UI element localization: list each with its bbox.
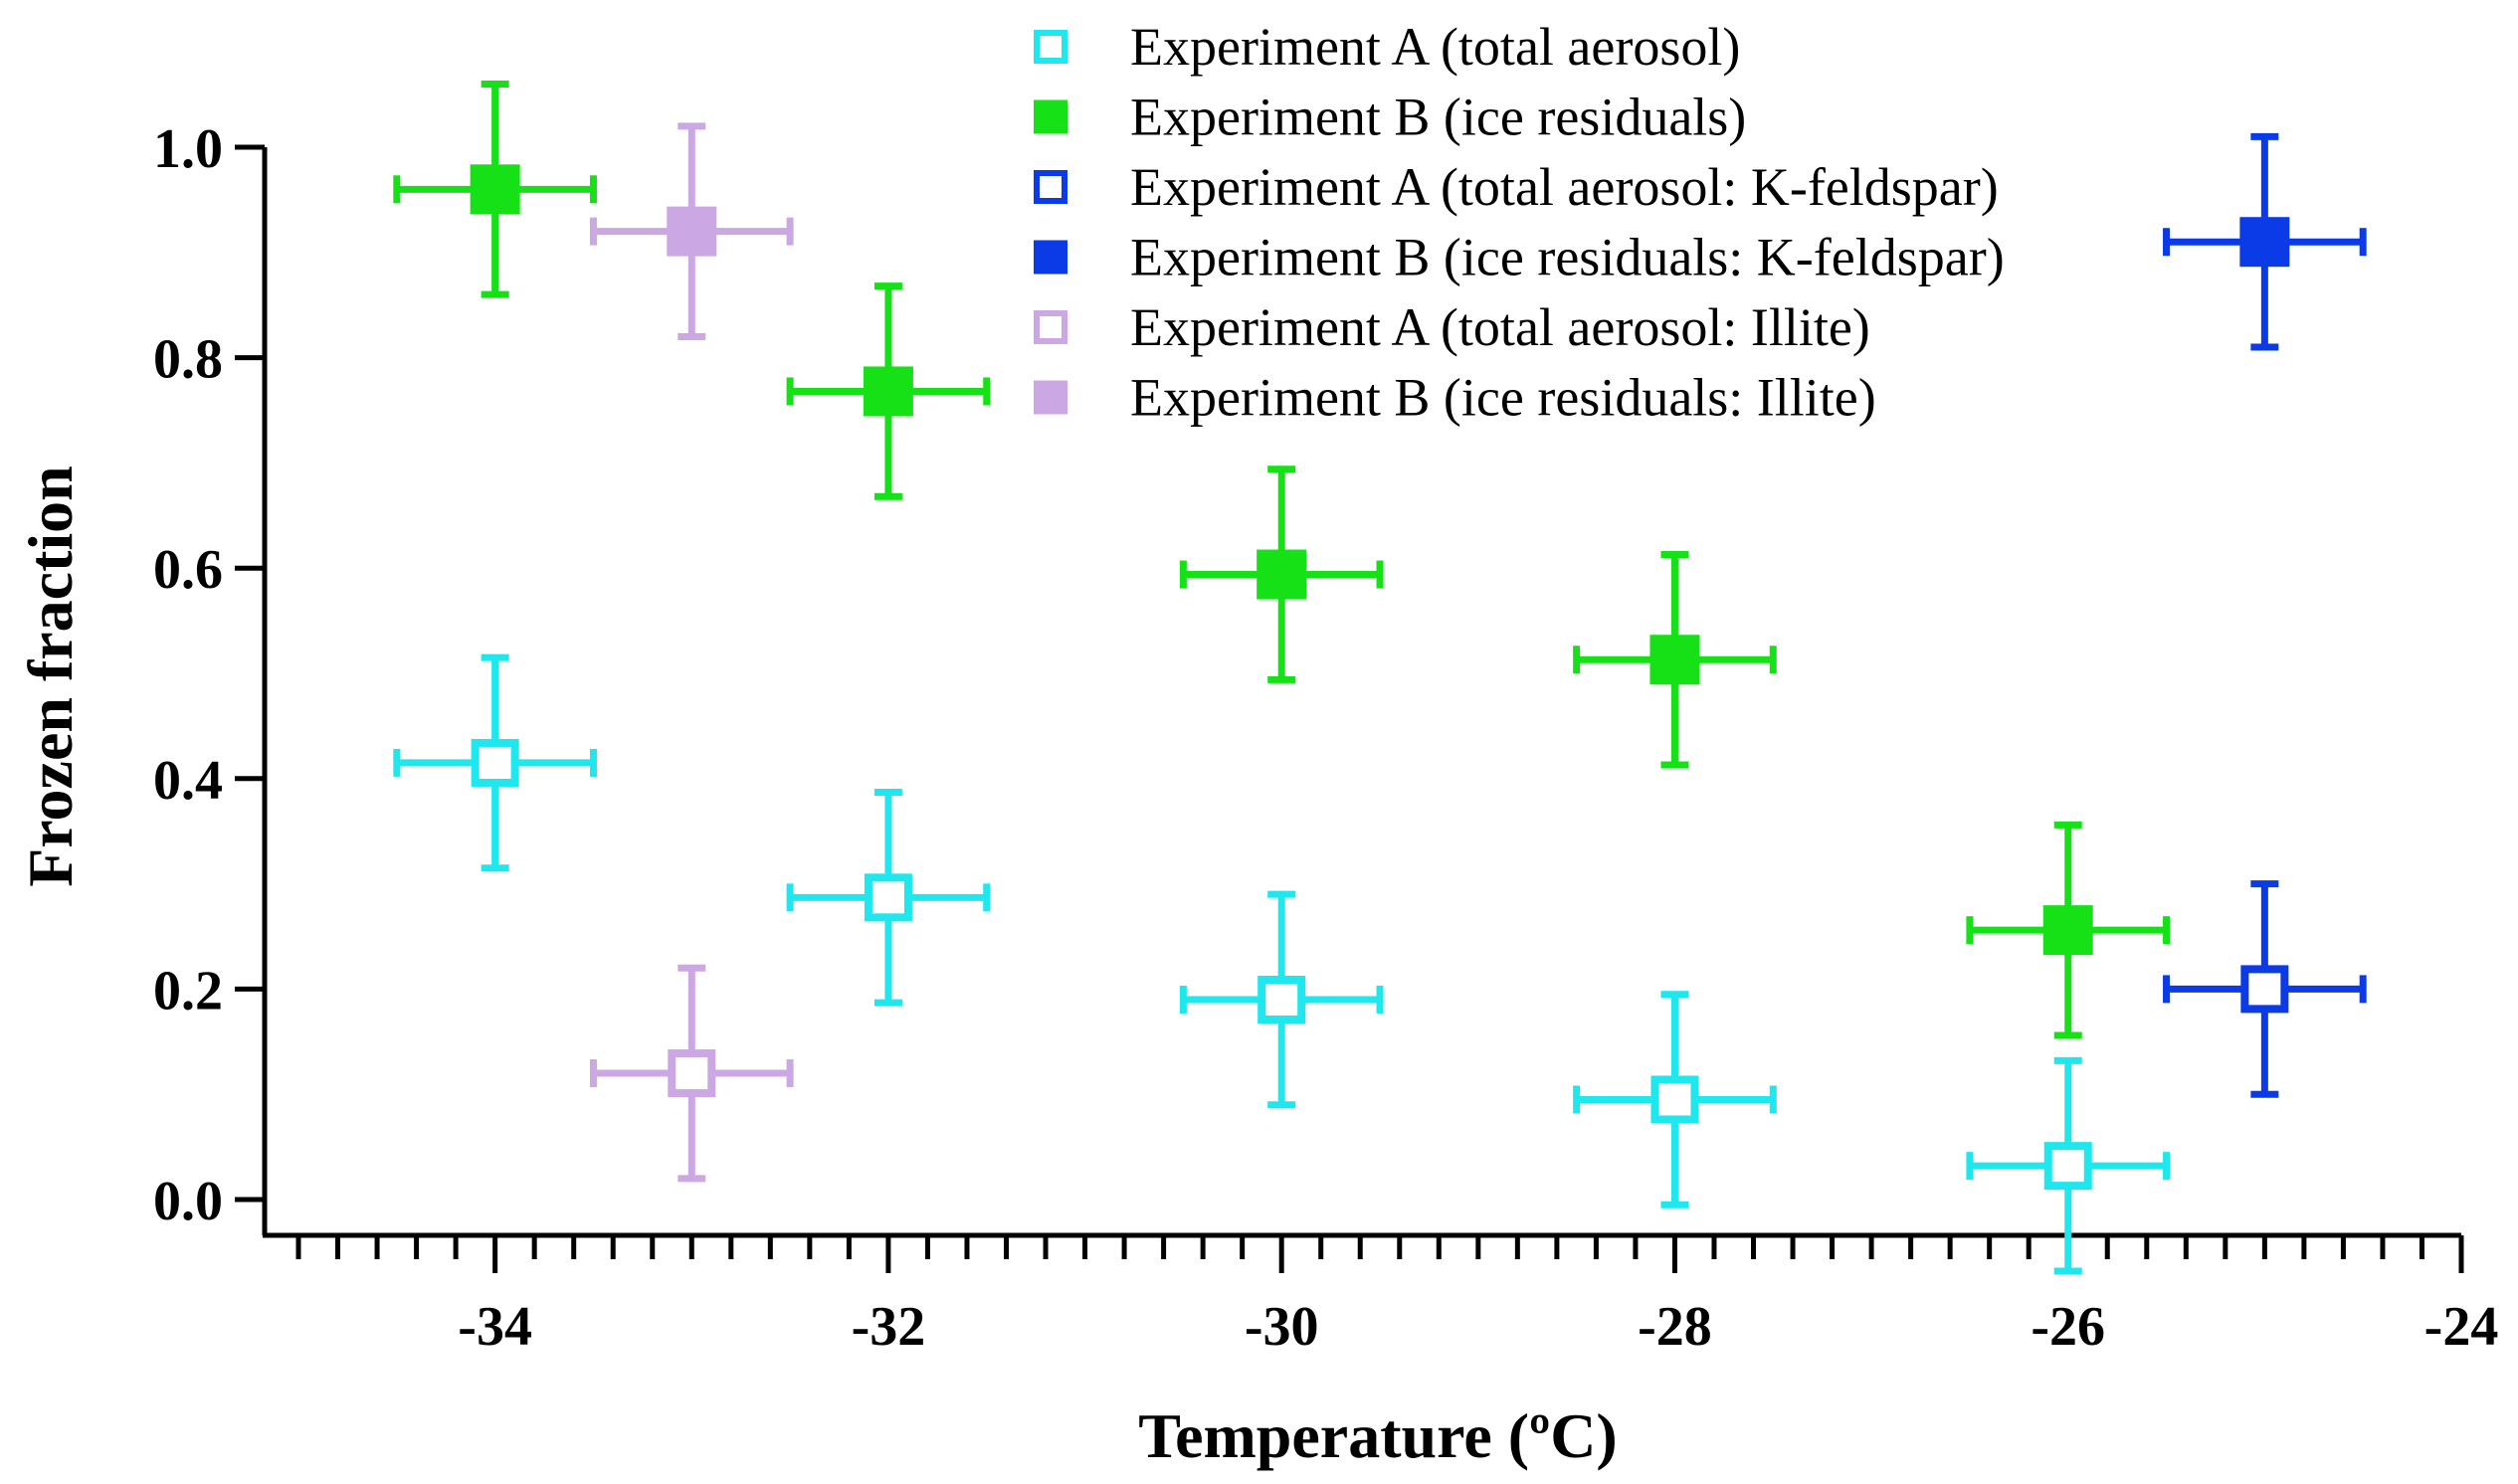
data-point	[393, 653, 597, 872]
marker-open-square	[1258, 975, 1306, 1023]
x-tick-label: -32	[852, 1296, 926, 1358]
legend-marker-open	[1034, 170, 1067, 204]
y-tick-label: 0.2	[153, 960, 223, 1021]
legend-label: Experiment B (ice residuals: Illite)	[1130, 368, 1876, 428]
data-point	[1966, 1056, 2171, 1275]
legend-marker-open	[1034, 30, 1067, 64]
data-point	[786, 282, 991, 500]
data-point	[1179, 890, 1384, 1109]
x-tick-label: -28	[1638, 1296, 1712, 1358]
legend-marker-filled	[1034, 240, 1067, 275]
y-axis-title: Frozen fraction	[15, 465, 86, 887]
marker-filled-square	[2042, 905, 2093, 956]
series-1	[393, 81, 2171, 1039]
marker-open-square	[2240, 965, 2289, 1014]
marker-open-square	[2043, 1142, 2092, 1191]
x-tick-label: -26	[2031, 1296, 2105, 1358]
legend-item: Experiment B (ice residuals: Illite)	[1034, 368, 1876, 428]
marker-filled-square	[863, 366, 913, 417]
marker-open-square	[864, 873, 912, 922]
data-point	[786, 789, 991, 1007]
data-point	[1179, 465, 1384, 683]
y-tick-label: 0.8	[153, 329, 223, 391]
series-2	[2163, 880, 2367, 1098]
legend-item: Experiment B (ice residuals: K-feldspar)	[1034, 228, 2005, 287]
data-point	[589, 964, 794, 1183]
marker-filled-square	[1257, 549, 1307, 600]
y-tick-label: 0.4	[153, 750, 223, 812]
legend-item: Experiment A (total aerosol)	[1034, 17, 1740, 77]
legend-label: Experiment A (total aerosol)	[1130, 17, 1740, 77]
x-tick-label: -30	[1245, 1296, 1319, 1358]
legend-label: Experiment A (total aerosol: K-feldspar)	[1130, 157, 1999, 217]
marker-open-square	[668, 1049, 716, 1098]
x-axis-title: Temperature (ºC)	[1138, 1400, 1617, 1471]
marker-open-square	[1650, 1075, 1699, 1124]
y-tick-label: 0.6	[153, 539, 223, 601]
data-point	[2163, 132, 2367, 351]
legend-marker-filled	[1034, 380, 1067, 415]
data-point	[393, 81, 597, 298]
series-3	[2163, 132, 2367, 351]
legend-label: Experiment B (ice residuals: K-feldspar)	[1130, 228, 2005, 287]
series-0	[393, 653, 2171, 1275]
series-4	[589, 964, 794, 1183]
legend-item: Experiment A (total aerosol: K-feldspar)	[1034, 157, 1999, 217]
series-layer	[393, 81, 2367, 1275]
x-tick-label: -24	[2424, 1296, 2499, 1358]
y-tick-label: 0.0	[153, 1171, 223, 1232]
axes: 0.0 0.2 0.4 0.6 0.8 1.0 -34 -32 -30 -28 -26 -24	[153, 118, 2498, 1358]
data-point	[1966, 821, 2171, 1039]
marker-filled-square	[667, 206, 717, 257]
data-point	[589, 122, 794, 340]
legend-item: Experiment A (total aerosol: Illite)	[1034, 297, 1870, 357]
series-5	[589, 122, 794, 340]
legend-item: Experiment B (ice residuals)	[1034, 88, 1746, 147]
y-tick-label: 1.0	[153, 118, 223, 180]
marker-filled-square	[1649, 635, 1700, 685]
legend-marker-filled	[1034, 99, 1067, 134]
legend-label: Experiment A (total aerosol: Illite)	[1130, 297, 1870, 357]
data-point	[2163, 880, 2367, 1098]
marker-filled-square	[470, 164, 520, 215]
data-point	[1573, 991, 1777, 1208]
marker-filled-square	[2239, 217, 2290, 268]
marker-open-square	[471, 738, 519, 787]
x-tick-label: -34	[458, 1296, 532, 1358]
legend: Experiment A (total aerosol) Experiment B…	[1034, 17, 2005, 428]
legend-label: Experiment B (ice residuals)	[1130, 88, 1746, 147]
legend-marker-open	[1034, 310, 1067, 344]
data-point	[1573, 550, 1777, 769]
